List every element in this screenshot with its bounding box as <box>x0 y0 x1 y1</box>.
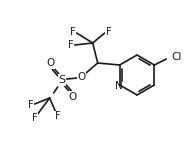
Text: F: F <box>70 27 75 37</box>
Text: F: F <box>55 111 60 121</box>
Text: O: O <box>47 58 55 68</box>
Text: F: F <box>28 100 33 110</box>
Text: S: S <box>58 75 65 85</box>
Text: O: O <box>69 92 77 102</box>
Text: F: F <box>32 113 37 123</box>
Text: Cl: Cl <box>171 52 182 62</box>
Text: O: O <box>78 72 86 82</box>
Text: F: F <box>68 40 74 50</box>
Text: F: F <box>106 27 112 37</box>
Text: N: N <box>115 81 123 91</box>
